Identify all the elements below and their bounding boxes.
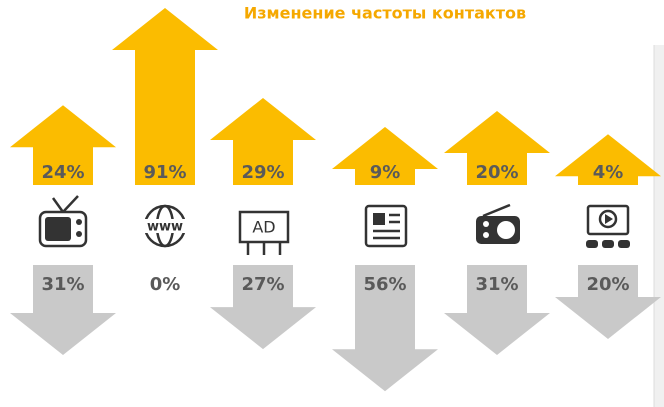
svg-text:www: www bbox=[147, 220, 183, 235]
chart-title: Изменение частоты контактов bbox=[244, 4, 526, 23]
ad-icon: AD bbox=[238, 210, 290, 255]
www-icon: www bbox=[140, 204, 190, 248]
down-label: 0% bbox=[150, 274, 181, 295]
down-label: 27% bbox=[241, 274, 284, 295]
up-arrow bbox=[555, 134, 661, 185]
down-arrow bbox=[555, 265, 661, 339]
down-label: 31% bbox=[475, 274, 518, 295]
down-label: 20% bbox=[586, 274, 629, 295]
down-arrow bbox=[332, 265, 438, 392]
radio-icon bbox=[476, 203, 520, 244]
press-icon bbox=[364, 204, 408, 248]
up-arrow bbox=[332, 126, 438, 185]
up-arrow bbox=[210, 97, 316, 185]
up-arrow bbox=[10, 105, 116, 185]
icons: www AD bbox=[38, 195, 630, 255]
down-arrow bbox=[210, 265, 316, 350]
up-label: 9% bbox=[370, 162, 401, 183]
up-arrow bbox=[112, 8, 218, 185]
side-panel bbox=[654, 45, 664, 407]
down-arrow bbox=[444, 265, 550, 355]
down-label: 31% bbox=[41, 274, 84, 295]
tv-icon bbox=[38, 195, 88, 248]
up-arrow bbox=[444, 111, 550, 185]
down-label: 56% bbox=[363, 274, 406, 295]
up-label: 91% bbox=[143, 162, 186, 183]
up-label: 24% bbox=[41, 162, 84, 183]
svg-text:AD: AD bbox=[252, 218, 275, 237]
down-arrow bbox=[10, 265, 116, 355]
up-label: 20% bbox=[475, 162, 518, 183]
up-label: 29% bbox=[241, 162, 284, 183]
up-label: 4% bbox=[593, 162, 624, 183]
cinema-icon bbox=[586, 204, 630, 248]
